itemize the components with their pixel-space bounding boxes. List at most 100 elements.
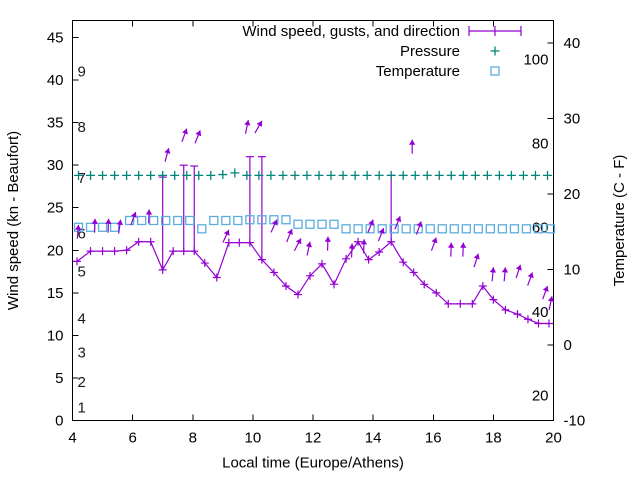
temperature-marker — [209, 215, 219, 226]
wind-arrow — [270, 219, 278, 233]
temperature-marker — [245, 215, 255, 225]
temperature-marker — [317, 219, 327, 229]
beaufort-label: 2 — [78, 374, 86, 391]
pressure-marker — [374, 170, 384, 180]
temperature-marker — [221, 215, 231, 226]
wind-arrow — [348, 243, 356, 258]
wind-marker — [534, 319, 543, 328]
wind-marker — [110, 247, 119, 256]
legend-label: Temperature — [376, 63, 460, 80]
pressure-markers — [74, 168, 552, 180]
wind-speed-markers — [73, 237, 553, 328]
x-axis-title: Local time (Europe/Athens) — [222, 455, 404, 472]
y2-tick-label: 10 — [564, 262, 581, 279]
pressure-marker — [86, 170, 96, 180]
temperature-marker — [497, 224, 508, 234]
pressure-marker — [434, 170, 444, 180]
pressure-marker — [470, 170, 480, 180]
wind-marker — [190, 247, 199, 256]
y2-tick-label: 0 — [564, 337, 572, 354]
temperature-marker — [85, 222, 96, 232]
legend-sample-pressure — [490, 46, 500, 56]
pressure-marker — [74, 170, 84, 180]
pressure-marker — [98, 170, 108, 180]
beaufort-label: 9 — [78, 64, 86, 81]
temperature-marker — [341, 224, 351, 234]
pressure-marker — [482, 170, 492, 180]
wind-marker — [387, 237, 396, 246]
beaufort-label: 3 — [78, 344, 86, 361]
pressure-marker — [542, 170, 552, 180]
temperature-marker — [293, 219, 303, 229]
pressure-marker — [278, 170, 288, 180]
temperature-marker — [257, 215, 267, 225]
wind-marker — [224, 238, 233, 247]
wind-arrow — [130, 211, 137, 226]
wind-marker — [146, 237, 155, 246]
wind-arrow — [286, 228, 293, 243]
x-tick-label: 8 — [189, 430, 197, 447]
y2-tick-label: -10 — [564, 413, 586, 430]
y-axis-title: Wind speed (kn - Beaufort) — [5, 131, 22, 310]
fahrenheit-label: 80 — [532, 136, 549, 153]
pressure-marker — [410, 170, 420, 180]
y-tick-label: 35 — [47, 115, 64, 132]
pressure-marker — [230, 168, 240, 178]
wind-marker — [420, 280, 429, 289]
wind-arrow — [105, 218, 112, 233]
temperature-marker — [149, 215, 159, 226]
wind-arrow — [473, 253, 480, 268]
temperature-marker — [173, 215, 183, 226]
wind-arrow — [164, 148, 171, 162]
temperature-marker — [509, 224, 520, 234]
fahrenheit-label: 20 — [532, 388, 549, 405]
pressure-marker — [290, 170, 300, 180]
axes — [72, 20, 554, 421]
wind-direction-arrows — [74, 119, 555, 311]
legend-sample-wind — [468, 26, 522, 36]
temperature-marker — [353, 224, 363, 234]
beaufort-label: 8 — [78, 119, 86, 136]
wind-marker — [409, 268, 418, 277]
pressure-marker — [398, 170, 408, 180]
pressure-marker — [206, 170, 216, 180]
wind-marker — [523, 315, 532, 324]
y2-tick-label: 40 — [564, 35, 581, 52]
wind-arrow — [447, 242, 455, 257]
wind-arrow — [430, 237, 438, 251]
wind-marker — [375, 247, 384, 256]
pressure-marker — [350, 170, 360, 180]
temperature-marker — [533, 224, 544, 234]
temperature-marker — [185, 215, 195, 226]
wind-marker — [86, 247, 95, 256]
pressure-marker — [182, 170, 192, 180]
wind-marker — [330, 280, 339, 289]
pressure-marker — [170, 170, 180, 180]
wind-marker — [544, 319, 553, 328]
wind-marker — [169, 247, 178, 256]
temperature-marker — [281, 215, 291, 225]
temperature-marker — [136, 215, 147, 226]
pressure-marker — [302, 170, 312, 180]
wind-arrow — [145, 209, 153, 224]
legend-label: Wind speed, gusts, and direction — [242, 23, 460, 40]
temperature-marker — [401, 224, 411, 234]
wind-marker — [73, 257, 82, 266]
temperature-marker — [461, 224, 471, 234]
y-tick-label: 10 — [47, 327, 64, 344]
data-series — [73, 119, 556, 328]
wind-marker — [305, 271, 314, 280]
temperature-marker — [389, 224, 399, 234]
wind-arrow — [501, 267, 509, 282]
wind-arrow — [527, 272, 534, 286]
pressure-marker — [326, 170, 336, 180]
wind-arrow — [360, 239, 368, 254]
wind-marker — [245, 238, 254, 247]
temperature-marker — [233, 215, 243, 226]
temperature-marker — [437, 224, 447, 234]
wind-marker — [318, 259, 327, 268]
temperature-marker — [329, 219, 339, 229]
pressure-marker — [218, 170, 228, 180]
x-tick-label: 20 — [545, 430, 562, 447]
